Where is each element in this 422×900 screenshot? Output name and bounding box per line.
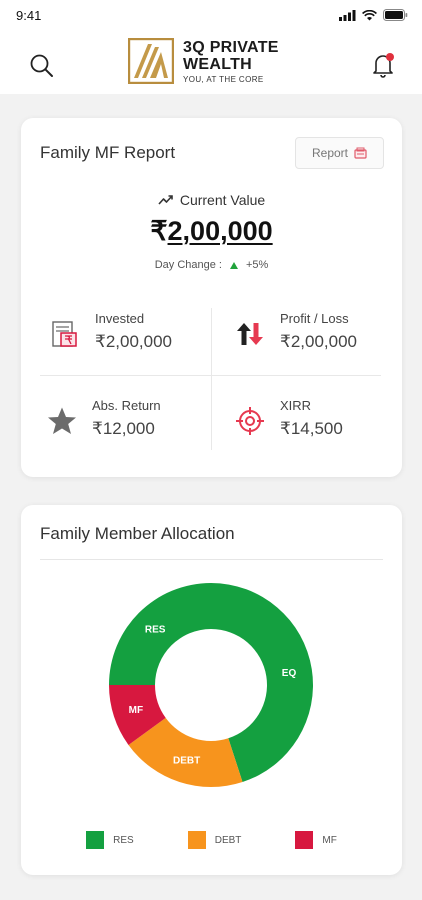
brand-name-line2: WEALTH (183, 55, 253, 73)
donut-slice-mf-2[interactable] (109, 685, 166, 745)
report-card-title: Family MF Report (40, 143, 176, 162)
chart-legend: RES DEBT MF (21, 831, 402, 849)
day-change-value: +5% (245, 259, 269, 271)
donut-label-eq: EQ (282, 668, 297, 679)
current-value: ₹2,00,000 (21, 216, 402, 247)
legend-swatch-debt (187, 831, 206, 849)
profit-loss-label: Profit / Loss (280, 311, 349, 326)
invoice-icon (52, 321, 77, 347)
trend-icon (158, 195, 173, 205)
star-icon (48, 407, 76, 434)
notifications-button[interactable] (372, 52, 396, 78)
xirr-value: ₹14,500 (280, 419, 343, 438)
legend-label-res: RES (113, 834, 134, 846)
legend-item-res: RES (86, 831, 134, 849)
current-value-amount: 2,00,000 (167, 216, 273, 246)
legend-item-mf: MF (295, 831, 337, 849)
legend-label-mf: MF (322, 834, 337, 846)
donut-slice-eq-0[interactable] (211, 583, 314, 783)
status-time: 9:41 (16, 8, 42, 23)
up-down-arrows-icon (237, 323, 263, 345)
profit-loss-value: ₹2,00,000 (280, 332, 357, 351)
search-button[interactable] (28, 52, 56, 80)
wifi-icon (362, 9, 377, 20)
allocation-divider (40, 559, 383, 560)
allocation-card: Family Member Allocation EQ DEBT MF RES RES… (21, 505, 402, 875)
xirr-label: XIRR (280, 398, 312, 413)
legend-item-debt: DEBT (187, 831, 242, 849)
battery-icon (383, 9, 408, 21)
donut-slice-debt-1[interactable] (128, 717, 243, 787)
invested-value: ₹2,00,000 (95, 332, 172, 351)
current-value-label-row: Current Value (21, 192, 402, 208)
brand-name-line1: 3Q PRIVATE (183, 38, 279, 56)
status-bar: 9:41 (0, 0, 422, 32)
stats-vertical-divider (211, 308, 212, 450)
legend-swatch-res (86, 831, 105, 849)
brand-tagline: YOU, AT THE CORE (183, 74, 264, 84)
day-change-label: Day Change : (154, 259, 222, 271)
pdf-icon (354, 147, 367, 159)
target-icon (236, 407, 264, 435)
currency-symbol: ₹ (150, 216, 168, 246)
legend-label-debt: DEBT (214, 834, 242, 846)
allocation-donut-chart: EQ DEBT MF RES (109, 583, 314, 787)
abs-return-label: Abs. Return (92, 398, 161, 413)
current-value-label: Current Value (179, 192, 266, 208)
allocation-card-title: Family Member Allocation (40, 524, 235, 543)
bell-icon (373, 53, 394, 78)
logo-mark-icon (128, 38, 174, 84)
report-button-label: Report (311, 146, 349, 160)
up-arrow-icon (229, 261, 238, 269)
donut-label-mf: MF (129, 705, 143, 716)
legend-swatch-mf (295, 831, 314, 849)
app-header: 3Q PRIVATE WEALTH YOU, AT THE CORE (0, 32, 422, 94)
report-button[interactable]: Report (295, 137, 384, 169)
mf-report-card: Family MF Report Report Current Value ₹2… (21, 118, 402, 477)
brand-logo: 3Q PRIVATE WEALTH YOU, AT THE CORE (128, 38, 279, 84)
status-icons (339, 8, 408, 22)
donut-slice-res-3[interactable] (109, 583, 211, 685)
stats-horizontal-divider (40, 375, 381, 376)
invested-label: Invested (95, 311, 145, 326)
day-change-row: Day Change : +5% (21, 259, 402, 271)
abs-return-value: ₹12,000 (92, 419, 155, 438)
donut-label-res: RES (145, 625, 166, 636)
donut-label-debt: DEBT (173, 756, 200, 767)
signal-icon (339, 9, 356, 21)
search-icon (30, 54, 53, 77)
